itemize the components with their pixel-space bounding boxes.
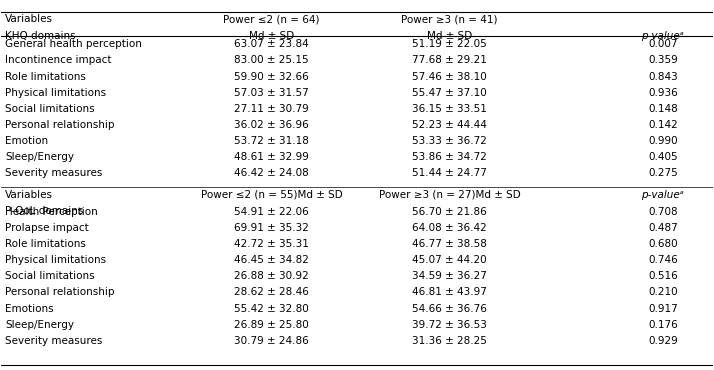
Text: 0.176: 0.176 — [648, 320, 678, 330]
Text: Health Perception: Health Perception — [5, 207, 98, 217]
Text: 0.516: 0.516 — [648, 271, 678, 281]
Text: Role limitations: Role limitations — [5, 71, 86, 81]
Text: Md ± SD: Md ± SD — [427, 31, 472, 41]
Text: 83.00 ± 25.15: 83.00 ± 25.15 — [234, 56, 309, 65]
Text: 0.359: 0.359 — [648, 56, 678, 65]
Text: Power ≥3 (n = 41): Power ≥3 (n = 41) — [401, 14, 498, 24]
Text: 77.68 ± 29.21: 77.68 ± 29.21 — [412, 56, 487, 65]
Text: 56.70 ± 21.86: 56.70 ± 21.86 — [412, 207, 487, 217]
Text: 54.91 ± 22.06: 54.91 ± 22.06 — [234, 207, 309, 217]
Text: 34.59 ± 36.27: 34.59 ± 36.27 — [412, 271, 487, 281]
Text: 0.917: 0.917 — [648, 304, 678, 314]
Text: 0.929: 0.929 — [648, 336, 678, 346]
Text: KHQ domains: KHQ domains — [5, 31, 76, 41]
Text: Power ≥3 (n = 27)Md ± SD: Power ≥3 (n = 27)Md ± SD — [378, 190, 521, 200]
Text: 0.487: 0.487 — [648, 223, 678, 233]
Text: 46.81 ± 43.97: 46.81 ± 43.97 — [412, 287, 487, 297]
Text: 28.62 ± 28.46: 28.62 ± 28.46 — [234, 287, 309, 297]
Text: 42.72 ± 35.31: 42.72 ± 35.31 — [234, 239, 309, 249]
Text: Social limitations: Social limitations — [5, 104, 94, 114]
Text: Variables: Variables — [5, 14, 53, 24]
Text: 52.23 ± 44.44: 52.23 ± 44.44 — [412, 120, 487, 130]
Text: 30.79 ± 24.86: 30.79 ± 24.86 — [234, 336, 309, 346]
Text: Power ≤2 (n = 64): Power ≤2 (n = 64) — [223, 14, 320, 24]
Text: Physical limitations: Physical limitations — [5, 88, 106, 98]
Text: 54.66 ± 36.76: 54.66 ± 36.76 — [412, 304, 487, 314]
Text: 46.45 ± 34.82: 46.45 ± 34.82 — [234, 255, 309, 265]
Text: Personal relationship: Personal relationship — [5, 120, 114, 130]
Text: 0.275: 0.275 — [648, 168, 678, 178]
Text: Emotion: Emotion — [5, 136, 48, 146]
Text: 55.47 ± 37.10: 55.47 ± 37.10 — [412, 88, 487, 98]
Text: 26.89 ± 25.80: 26.89 ± 25.80 — [234, 320, 309, 330]
Text: 26.88 ± 30.92: 26.88 ± 30.92 — [234, 271, 309, 281]
Text: 45.07 ± 44.20: 45.07 ± 44.20 — [412, 255, 487, 265]
Text: Social limitations: Social limitations — [5, 271, 94, 281]
Text: Sleep/Energy: Sleep/Energy — [5, 320, 74, 330]
Text: Personal relationship: Personal relationship — [5, 287, 114, 297]
Text: 0.210: 0.210 — [648, 287, 678, 297]
Text: 51.44 ± 24.77: 51.44 ± 24.77 — [412, 168, 487, 178]
Text: 0.936: 0.936 — [648, 88, 678, 98]
Text: 0.148: 0.148 — [648, 104, 678, 114]
Text: p-valueᵃ: p-valueᵃ — [641, 190, 684, 200]
Text: 57.03 ± 31.57: 57.03 ± 31.57 — [234, 88, 309, 98]
Text: 0.007: 0.007 — [648, 39, 678, 49]
Text: 69.91 ± 35.32: 69.91 ± 35.32 — [234, 223, 309, 233]
Text: 53.86 ± 34.72: 53.86 ± 34.72 — [412, 152, 487, 162]
Text: 31.36 ± 28.25: 31.36 ± 28.25 — [412, 336, 487, 346]
Text: Prolapse impact: Prolapse impact — [5, 223, 89, 233]
Text: 53.72 ± 31.18: 53.72 ± 31.18 — [234, 136, 309, 146]
Text: 53.33 ± 36.72: 53.33 ± 36.72 — [412, 136, 487, 146]
Text: P-QoL domains: P-QoL domains — [5, 206, 84, 216]
Text: 64.08 ± 36.42: 64.08 ± 36.42 — [412, 223, 487, 233]
Text: 48.61 ± 32.99: 48.61 ± 32.99 — [234, 152, 309, 162]
Text: Variables: Variables — [5, 190, 53, 200]
Text: 51.19 ± 22.05: 51.19 ± 22.05 — [412, 39, 487, 49]
Text: p-valueᵃ: p-valueᵃ — [641, 31, 684, 41]
Text: Power ≤2 (n = 55)Md ± SD: Power ≤2 (n = 55)Md ± SD — [201, 190, 343, 200]
Text: 63.07 ± 23.84: 63.07 ± 23.84 — [234, 39, 309, 49]
Text: 39.72 ± 36.53: 39.72 ± 36.53 — [412, 320, 487, 330]
Text: Severity measures: Severity measures — [5, 336, 102, 346]
Text: 27.11 ± 30.79: 27.11 ± 30.79 — [234, 104, 309, 114]
Text: Incontinence impact: Incontinence impact — [5, 56, 111, 65]
Text: 36.15 ± 33.51: 36.15 ± 33.51 — [412, 104, 487, 114]
Text: 46.77 ± 38.58: 46.77 ± 38.58 — [412, 239, 487, 249]
Text: 55.42 ± 32.80: 55.42 ± 32.80 — [234, 304, 309, 314]
Text: Physical limitations: Physical limitations — [5, 255, 106, 265]
Text: Sleep/Energy: Sleep/Energy — [5, 152, 74, 162]
Text: 0.405: 0.405 — [648, 152, 678, 162]
Text: General health perception: General health perception — [5, 39, 142, 49]
Text: 36.02 ± 36.96: 36.02 ± 36.96 — [234, 120, 309, 130]
Text: 57.46 ± 38.10: 57.46 ± 38.10 — [412, 71, 487, 81]
Text: Severity measures: Severity measures — [5, 168, 102, 178]
Text: 59.90 ± 32.66: 59.90 ± 32.66 — [234, 71, 309, 81]
Text: Role limitations: Role limitations — [5, 239, 86, 249]
Text: 0.990: 0.990 — [648, 136, 678, 146]
Text: 0.708: 0.708 — [648, 207, 678, 217]
Text: 46.42 ± 24.08: 46.42 ± 24.08 — [234, 168, 309, 178]
Text: Emotions: Emotions — [5, 304, 54, 314]
Text: 0.680: 0.680 — [648, 239, 678, 249]
Text: 0.746: 0.746 — [648, 255, 678, 265]
Text: 0.843: 0.843 — [648, 71, 678, 81]
Text: 0.142: 0.142 — [648, 120, 678, 130]
Text: Md ± SD: Md ± SD — [249, 31, 294, 41]
